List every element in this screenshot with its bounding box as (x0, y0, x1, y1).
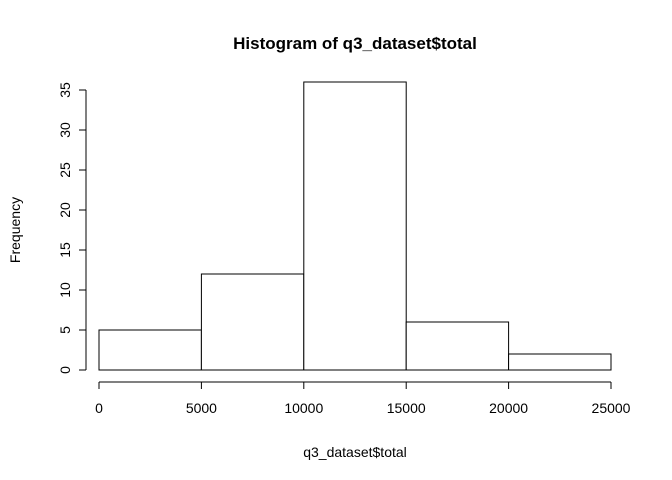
x-tick-label-5: 25000 (592, 400, 631, 416)
y-tick-label-5: 25 (57, 162, 73, 178)
x-tick-label-2: 10000 (284, 400, 323, 416)
x-axis-label: q3_dataset$total (303, 444, 407, 460)
x-tick-label-4: 20000 (489, 400, 528, 416)
x-tick-label-0: 0 (95, 400, 103, 416)
y-tick-label-2: 10 (57, 282, 73, 298)
histogram-bar-2 (303, 81, 407, 371)
histogram-bar-4 (508, 353, 612, 371)
y-tick-label-0: 0 (57, 366, 73, 374)
histogram-bar-1 (200, 273, 305, 371)
y-tick-label-6: 30 (57, 122, 73, 138)
histogram-bar-3 (405, 321, 510, 371)
x-axis: 0 5000 10000 15000 20000 25000 (95, 381, 631, 416)
y-tick-label-1: 5 (57, 326, 73, 334)
y-tick-label-7: 35 (57, 82, 73, 98)
y-tick-label-3: 15 (57, 242, 73, 258)
y-axis-label: Frequency (7, 197, 23, 263)
x-tick-label-3: 15000 (387, 400, 426, 416)
y-tick-label-4: 20 (57, 202, 73, 218)
x-tick-label-1: 5000 (186, 400, 217, 416)
histogram-bars (98, 81, 612, 371)
histogram-bar-0 (98, 329, 202, 371)
y-axis: 0 5 10 15 20 25 30 35 (57, 82, 87, 374)
chart-title: Histogram of q3_dataset$total (233, 34, 477, 53)
